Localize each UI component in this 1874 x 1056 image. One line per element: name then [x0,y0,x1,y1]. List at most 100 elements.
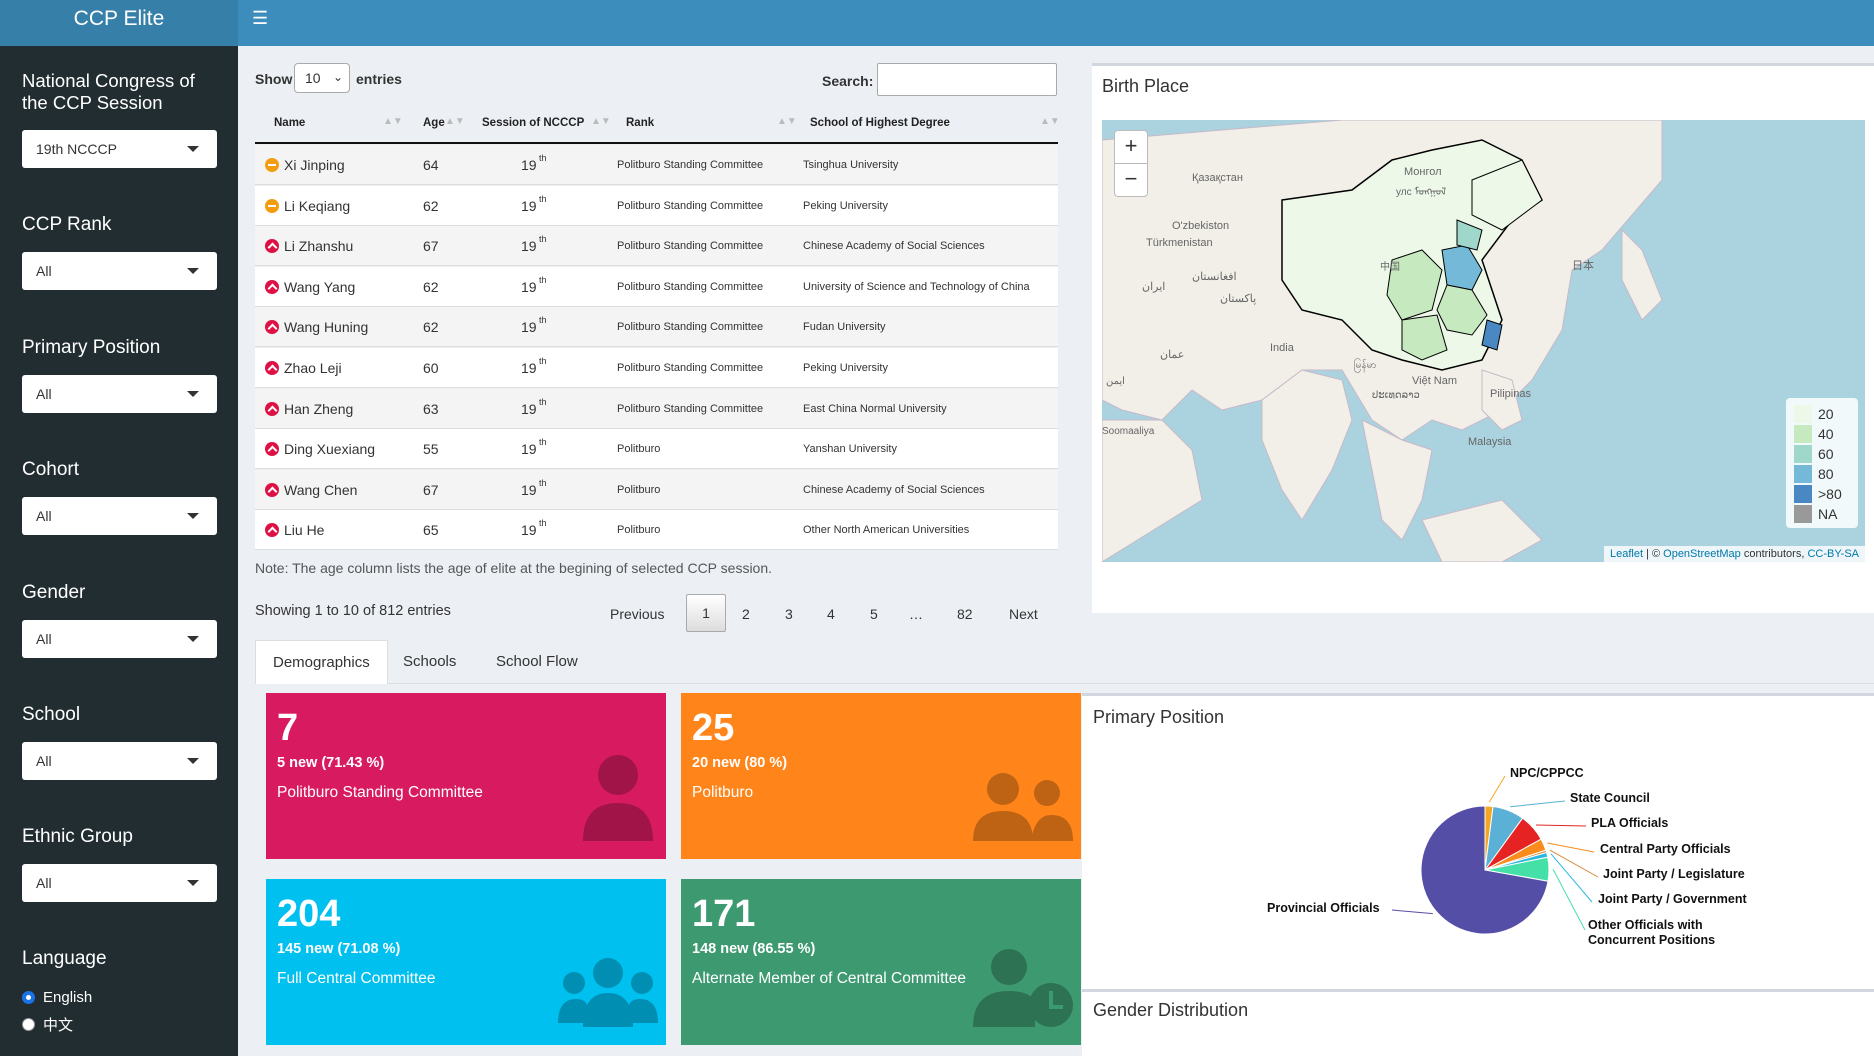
osm-link[interactable]: OpenStreetMap [1663,548,1741,560]
cell-age: 67 [423,238,439,255]
map-label: Türkmenistan [1146,237,1213,249]
pagination-previous[interactable]: Previous [610,606,665,622]
zoom-in-button[interactable]: + [1114,130,1148,164]
valuebox-label: Alternate Member of Central Committee [692,970,966,987]
legend-label: 80 [1818,466,1834,482]
sidebar: National Congress of the CCP Session 19t… [0,46,238,1056]
arrow-up-circle-icon [265,482,279,497]
pie-label-other-concurrent: Other Officials with Concurrent Position… [1588,918,1716,947]
col-session[interactable]: Session of NCCCP [482,117,585,129]
show-label: Show [255,71,293,87]
col-age[interactable]: Age [423,117,445,129]
valuebox-subtitle: 20 new (80 %) [692,755,788,771]
legend-label: NA [1818,506,1838,522]
cell-rank: Politburo Standing Committee [617,362,764,374]
position-label: Primary Position [22,337,161,358]
pagination-page-82[interactable]: 82 [957,606,973,622]
zoom-out-button[interactable]: − [1114,163,1148,197]
tab-schools[interactable]: Schools [403,653,457,670]
rank-select[interactable]: All [22,252,217,290]
birth-place-title: Birth Place [1102,76,1190,96]
sort-icon[interactable]: ▲▼ [445,116,465,127]
pie-label-pla: PLA Officials [1591,816,1669,830]
cell-rank: Politburo Standing Committee [617,280,764,293]
cell-session-suffix: th [539,356,547,366]
valuebox-politburo: 25 20 new (80 %) Politburo [681,693,1081,859]
pagination-page-3[interactable]: 3 [785,606,793,622]
caret-down-icon [187,146,199,152]
col-school[interactable]: School of Highest Degree [810,117,950,129]
map-label: Việt Nam [1412,375,1458,387]
pie-slice[interactable] [1420,805,1549,935]
app-logo[interactable]: CCP Elite [0,0,238,46]
language-option-english[interactable]: English [22,989,92,1006]
sort-icon[interactable]: ▲▼ [777,116,797,127]
col-name[interactable]: Name [274,117,306,129]
session-select[interactable]: 19th NCCCP [22,130,217,168]
user-clock-icon [973,949,1073,1027]
map-label: Malaysia [1468,436,1512,448]
sort-icon[interactable]: ▲▼ [1040,116,1060,127]
cell-session: 19 [521,319,537,336]
search-input[interactable] [877,63,1057,96]
radio-icon[interactable] [22,1018,35,1031]
cell-rank: Politburo Standing Committee [617,199,764,212]
pagination-page-4[interactable]: 4 [827,606,835,622]
school-label: School [22,704,81,725]
legend-item: 80 [1794,464,1850,484]
cell-age: 62 [423,319,439,336]
gender-select[interactable]: All [22,620,217,658]
pagination-page-5[interactable]: 5 [870,606,878,622]
cell-school: Tsinghua University [803,159,899,171]
legend-swatch [1794,505,1812,523]
pagination-next[interactable]: Next [1009,606,1038,622]
license-link[interactable]: CC-BY-SA [1807,548,1859,560]
ethnic-select[interactable]: All [22,864,217,902]
leaflet-link[interactable]: Leaflet [1609,548,1643,560]
language-option-label: English [43,989,93,1006]
pie-leader-line [1552,868,1586,931]
cell-age: 63 [423,400,439,417]
col-rank[interactable]: Rank [626,117,655,129]
cell-rank: Politburo Standing Committee [617,402,764,415]
pie-leader-line [1488,775,1506,803]
minus-circle-icon [265,158,279,172]
position-select[interactable]: All [22,375,217,413]
cell-school: Fudan University [803,321,886,334]
radio-selected-icon[interactable] [22,991,35,1004]
map-label: 中国 [1380,262,1400,273]
menu-toggle-icon[interactable]: ☰ [252,8,269,28]
birth-place-map[interactable]: Қазақстан Монгол улс ᠮᠣᠩᠭᠣᠯ O'zbekiston … [1102,120,1865,562]
tab-demographics[interactable]: Demographics [255,640,388,684]
page-length-select[interactable]: 10 ⌄ [294,63,350,93]
language-option-chinese[interactable]: 中文 [22,1014,73,1035]
position-select-value: All [36,386,52,402]
arrow-up-circle-icon [265,239,279,254]
cell-age: 65 [423,522,439,539]
cell-school: Peking University [803,362,888,374]
cohort-select[interactable]: All [22,497,217,535]
arrow-up-circle-icon [265,361,279,375]
tab-school-flow[interactable]: School Flow [496,653,578,670]
cell-session: 19 [521,522,537,539]
school-select[interactable]: All [22,742,217,780]
sort-icon[interactable]: ▲▼ [383,116,403,127]
pagination-page-2[interactable]: 2 [742,606,750,622]
sort-icon[interactable]: ▲▼ [591,116,611,127]
map-label: Soomaaliya [1102,426,1155,437]
minus-circle-icon [265,198,279,213]
cell-age: 62 [423,278,439,295]
pagination-page-1[interactable]: 1 [686,594,726,632]
legend-item: 20 [1794,404,1850,424]
legend-item: 60 [1794,444,1850,464]
